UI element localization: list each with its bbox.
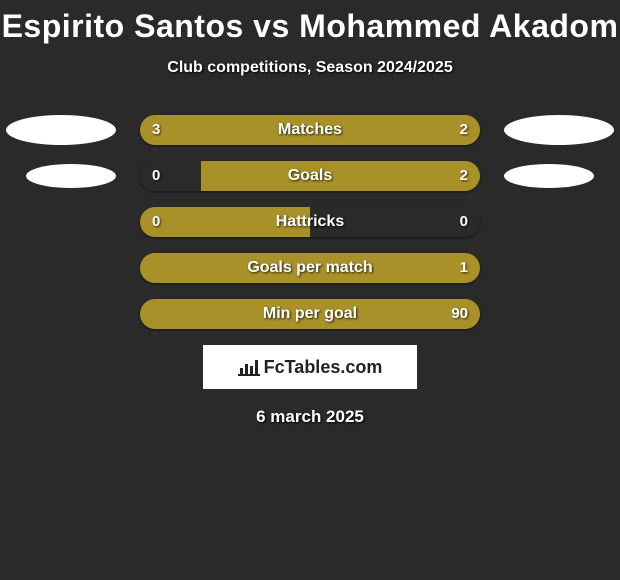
- bar-right: [310, 207, 480, 237]
- stat-row: 0 2 Goals: [0, 161, 620, 191]
- right-value: 2: [460, 115, 468, 145]
- right-value: 1: [460, 253, 468, 283]
- right-value: 2: [460, 161, 468, 191]
- stat-row: 0 0 Hattricks: [0, 207, 620, 237]
- stats-chart: 3 2 Matches 0 2 Goals 0 0 Hattricks: [0, 115, 620, 329]
- player-right-ellipse: [504, 115, 614, 145]
- bar-right: [201, 161, 480, 191]
- right-value: 90: [451, 299, 468, 329]
- subtitle: Club competitions, Season 2024/2025: [0, 59, 620, 77]
- bar-left: [140, 207, 310, 237]
- stat-row: 1 Goals per match: [0, 253, 620, 283]
- date-label: 6 march 2025: [0, 407, 620, 427]
- bar-right: [140, 299, 480, 329]
- source-logo: FcTables.com: [203, 345, 417, 389]
- stat-row: 90 Min per goal: [0, 299, 620, 329]
- bar-track: [140, 207, 480, 237]
- bar-track: [140, 115, 480, 145]
- left-value: 0: [152, 207, 160, 237]
- bar-left: [140, 115, 344, 145]
- left-value: 0: [152, 161, 160, 191]
- left-value: 3: [152, 115, 160, 145]
- stat-row: 3 2 Matches: [0, 115, 620, 145]
- bar-chart-icon: [238, 358, 260, 376]
- player-right-ellipse: [504, 164, 594, 188]
- bar-track: [140, 253, 480, 283]
- player-left-ellipse: [26, 164, 116, 188]
- bar-track: [140, 299, 480, 329]
- player-left-ellipse: [6, 115, 116, 145]
- comparison-infographic: Espirito Santos vs Mohammed Akadom Club …: [0, 0, 620, 580]
- bar-track: [140, 161, 480, 191]
- right-value: 0: [460, 207, 468, 237]
- bar-left: [140, 161, 201, 191]
- logo-text: FcTables.com: [264, 357, 383, 378]
- page-title: Espirito Santos vs Mohammed Akadom: [0, 0, 620, 45]
- bar-right: [140, 253, 480, 283]
